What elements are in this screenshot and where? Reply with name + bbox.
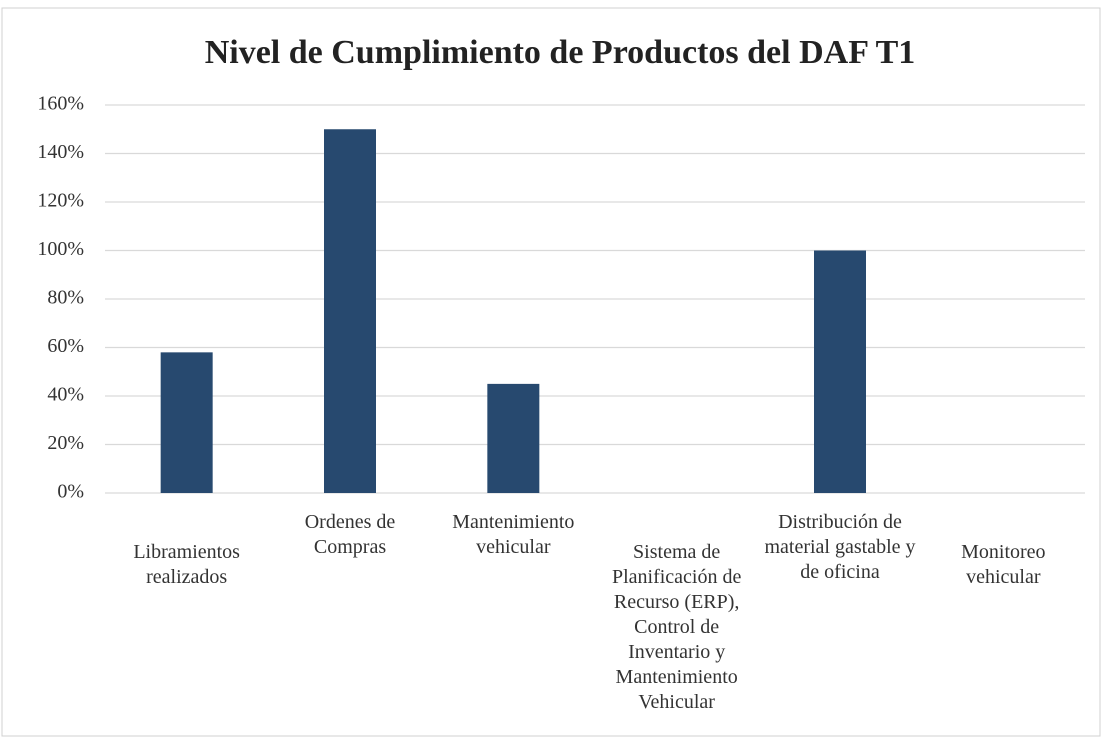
- x-tick-label: Monitoreo vehicular: [961, 541, 1046, 588]
- y-tick-label: 120%: [37, 190, 84, 212]
- x-tick-label: Distribución de material gastable y de o…: [764, 511, 916, 583]
- y-tick-label: 160%: [37, 93, 84, 115]
- y-tick-label: 80%: [47, 287, 84, 309]
- bar: [324, 129, 376, 493]
- y-tick-label: 40%: [47, 384, 84, 406]
- y-tick-label: 140%: [37, 141, 84, 163]
- x-tick-label: Ordenes de Compras: [304, 511, 396, 558]
- x-tick-label: Mantenimiento vehicular: [452, 511, 575, 558]
- x-tick-label: Libramientos realizados: [133, 541, 240, 588]
- y-tick-label: 20%: [47, 432, 84, 454]
- x-tick-label: Sistema de Planificación de Recurso (ERP…: [611, 541, 742, 713]
- y-tick-label: 60%: [47, 335, 84, 357]
- y-tick-label: 100%: [37, 238, 84, 260]
- chart-title: Nivel de Cumplimiento de Productos del D…: [205, 34, 916, 71]
- bar: [487, 383, 540, 493]
- bar: [160, 352, 213, 493]
- bar: [814, 250, 866, 493]
- y-tick-label: 0%: [57, 481, 84, 503]
